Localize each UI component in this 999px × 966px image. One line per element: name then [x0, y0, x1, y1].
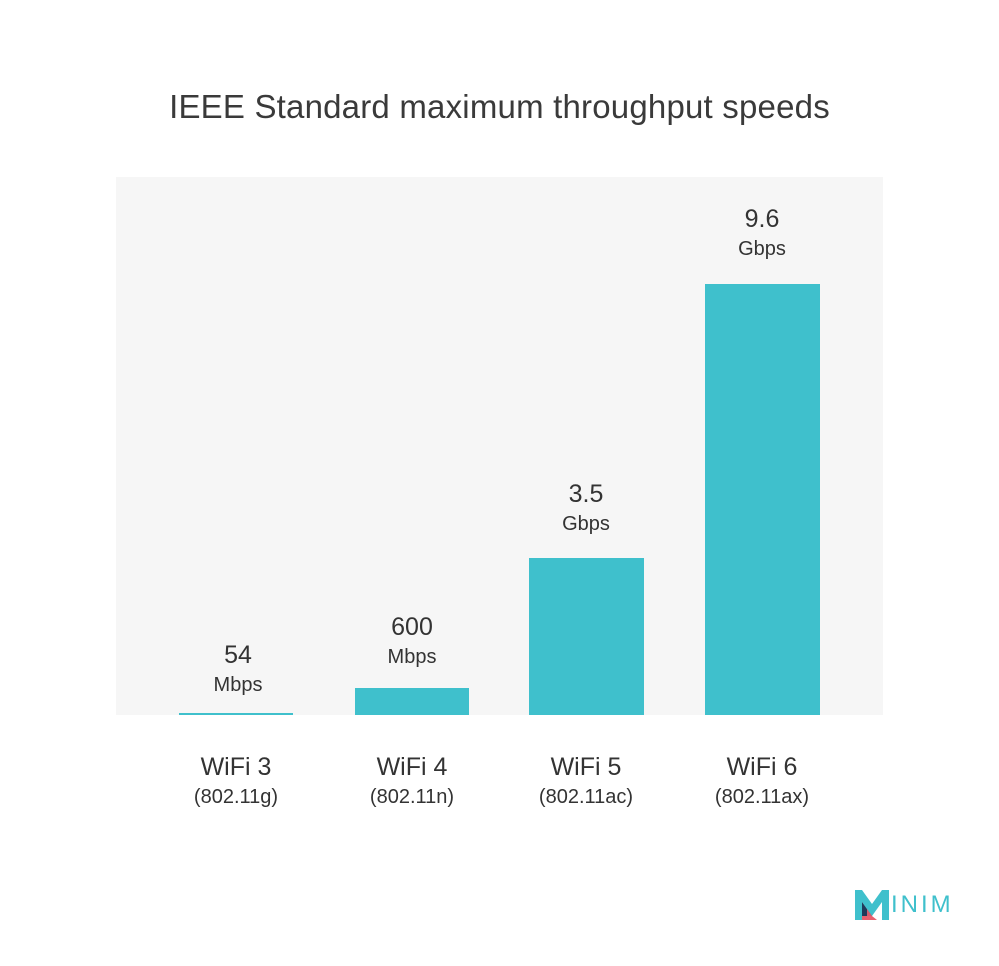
category-standard: (802.11ax) [714, 786, 810, 808]
category-name: WiFi 5 [550, 753, 622, 781]
value-label-wifi-3: 54 Mbps [158, 640, 318, 700]
value-number: 600 [391, 613, 433, 641]
bar-wifi-5 [529, 558, 644, 715]
bar-wifi-4 [355, 688, 469, 715]
category-label-wifi-3: WiFi 3 (802.11g) [146, 752, 326, 812]
value-label-wifi-5: 3.5 Gbps [506, 479, 666, 539]
bar-wifi-3 [179, 713, 293, 715]
category-name: WiFi 4 [376, 753, 448, 781]
value-label-wifi-6: 9.6 Gbps [682, 204, 842, 264]
category-name: WiFi 3 [200, 753, 272, 781]
value-label-wifi-4: 600 Mbps [332, 612, 492, 672]
value-number: 9.6 [744, 205, 780, 233]
category-standard: (802.11ac) [538, 786, 634, 808]
value-unit: Gbps [738, 238, 786, 260]
minim-logo: INIM [855, 887, 954, 923]
value-unit: Mbps [387, 646, 437, 668]
value-number: 54 [224, 641, 252, 669]
category-standard: (802.11n) [369, 786, 455, 808]
value-unit: Mbps [213, 674, 263, 696]
value-unit: Gbps [562, 513, 610, 535]
category-label-wifi-5: WiFi 5 (802.11ac) [496, 752, 676, 812]
bar-wifi-6 [705, 284, 820, 715]
category-standard: (802.11g) [193, 786, 279, 808]
chart-title: IEEE Standard maximum throughput speeds [169, 88, 830, 125]
category-label-wifi-6: WiFi 6 (802.11ax) [672, 752, 852, 812]
minim-m-logo-icon [855, 890, 889, 920]
category-name: WiFi 6 [726, 753, 798, 781]
logo-text: INIM [891, 891, 954, 918]
category-label-wifi-4: WiFi 4 (802.11n) [322, 752, 502, 812]
value-number: 3.5 [568, 480, 604, 508]
